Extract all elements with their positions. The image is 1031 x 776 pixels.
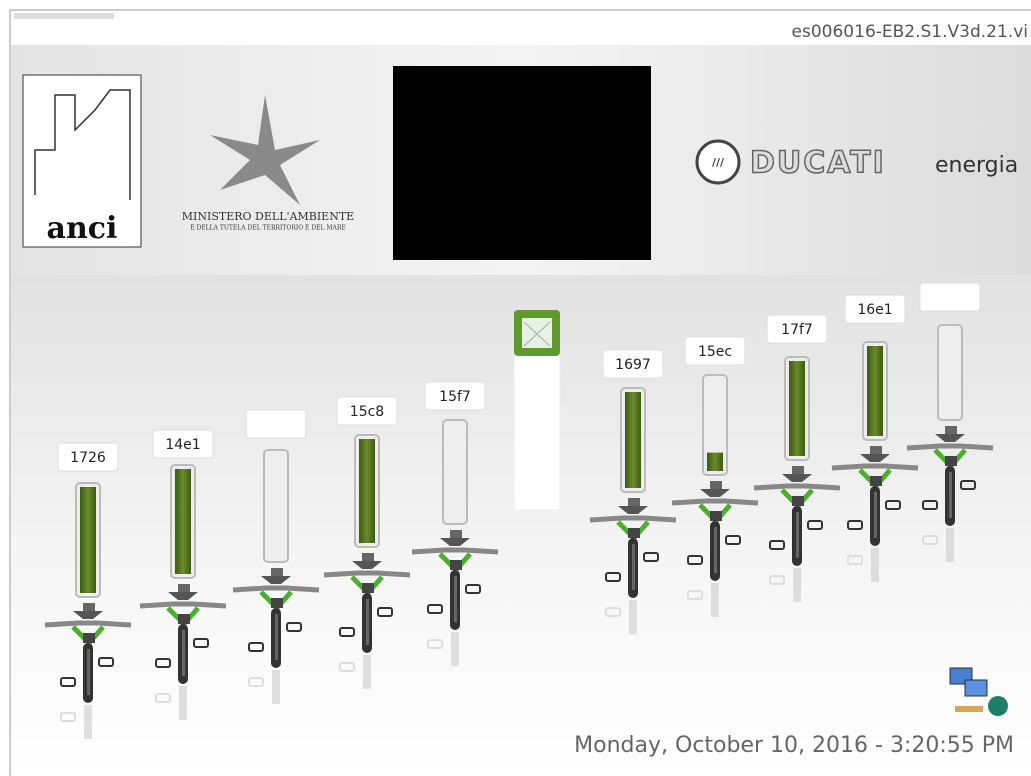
slot-label-box [766, 314, 828, 344]
slot-label: 17f7 [781, 322, 813, 338]
ministry-text: MINISTERO DELL'AMBIENTE [182, 210, 354, 223]
slot-label-box [424, 381, 486, 411]
network-icon [949, 667, 1008, 716]
battery-frame [702, 374, 728, 476]
slot-label-box [152, 429, 214, 459]
brand-text: DUCATI [750, 146, 886, 181]
battery-level [867, 346, 883, 436]
battery-level [80, 487, 96, 593]
slot-label-box [919, 282, 981, 312]
brand-subtext: energia [935, 153, 1018, 178]
slot-label-box [844, 294, 906, 324]
window-title: es006016-EB2.S1.V3d.21.vi [792, 22, 1028, 42]
kiosk [513, 310, 561, 511]
battery-level [707, 452, 723, 471]
anci-text: anci [47, 211, 118, 246]
title-bar [0, 0, 1031, 45]
video-panel [393, 66, 651, 260]
ducati-logo: /// DUCATI energia [695, 139, 1018, 185]
slot-label-box [684, 336, 746, 366]
battery-frame [263, 449, 289, 563]
slot-label: 16e1 [857, 302, 892, 318]
slot-label-box [336, 396, 398, 426]
slot-label-box [57, 442, 119, 472]
anci-logo: anci [22, 74, 142, 248]
slot-label: 1726 [70, 450, 106, 466]
svg-text:///: /// [712, 156, 725, 169]
slot-label: 15f7 [439, 389, 471, 405]
battery-frame [937, 324, 963, 421]
battery-frame [442, 419, 468, 525]
slot-label: 15c8 [350, 404, 384, 420]
battery-level [359, 439, 375, 543]
slot-label: 15ec [698, 344, 732, 360]
title-bar-stub [14, 13, 114, 19]
slot-label-box [602, 349, 664, 379]
slot-label-box [245, 409, 307, 439]
ministry-subtext: E DELLA TUTELA DEL TERRITORIO E DEL MARE [190, 225, 346, 232]
datetime: Monday, October 10, 2016 - 3:20:55 PM [574, 733, 1014, 758]
battery-level [789, 361, 805, 456]
slot-label: 14e1 [165, 437, 200, 453]
battery-level [175, 469, 191, 574]
ministry-logo: MINISTERO DELL'AMBIENTE E DELLA TUTELA D… [182, 95, 354, 232]
battery-level [625, 392, 641, 488]
slot-label: 1697 [615, 357, 651, 373]
